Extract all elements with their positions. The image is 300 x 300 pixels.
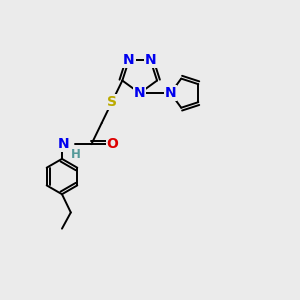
Text: S: S xyxy=(107,95,117,109)
Text: N: N xyxy=(145,53,156,67)
Text: H: H xyxy=(70,148,80,161)
Text: N: N xyxy=(58,137,69,151)
Text: O: O xyxy=(107,137,118,151)
Text: N: N xyxy=(123,53,135,67)
Text: N: N xyxy=(134,86,146,100)
Text: N: N xyxy=(165,86,176,100)
